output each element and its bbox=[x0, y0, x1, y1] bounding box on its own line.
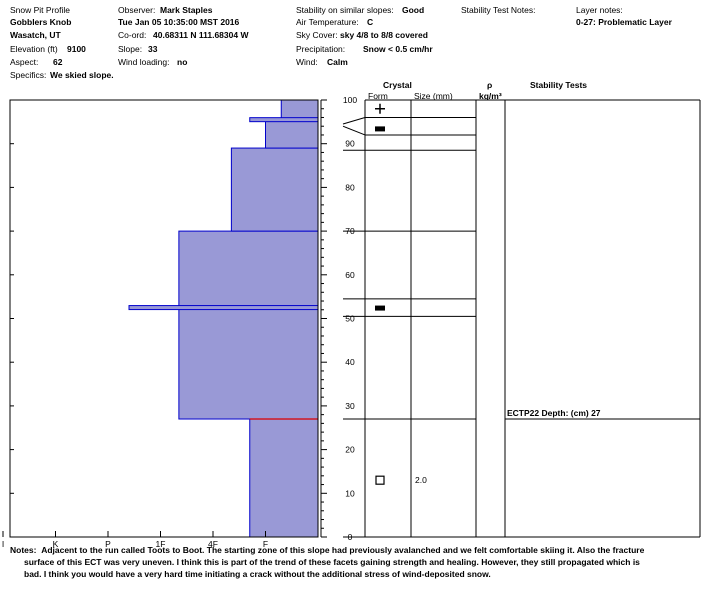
hardness-layer-2 bbox=[230, 147, 319, 232]
stability-test-notes-label: Stability Test Notes: bbox=[461, 5, 536, 15]
location-region: Wasatch, UT bbox=[10, 30, 61, 40]
crystal-symbol-square-3 bbox=[375, 475, 385, 485]
hardness-layer-1 bbox=[178, 230, 319, 420]
crystal-size-3: 2.0 bbox=[415, 475, 427, 485]
height-tick-label-50: 50 bbox=[345, 314, 355, 324]
notes-block: Notes: Adjacent to the run called Toots … bbox=[10, 544, 700, 580]
notes-label: Notes: bbox=[10, 545, 37, 555]
profile-title: Snow Pit Profile bbox=[10, 5, 70, 15]
coord-value: 40.68311 N 111.68304 W bbox=[153, 30, 249, 40]
height-tick-label-10: 10 bbox=[345, 488, 355, 498]
aspect-label: Aspect: bbox=[10, 57, 39, 67]
air-temp-label: Air Temperature: bbox=[296, 17, 359, 27]
density-rho-header: ρ bbox=[487, 80, 493, 90]
size-header: Size (mm) bbox=[414, 91, 453, 101]
crystal-symbol-bar-2 bbox=[375, 305, 385, 311]
wind-label: Wind: bbox=[296, 57, 318, 67]
hardness-bars bbox=[128, 99, 319, 538]
layer-connector-1 bbox=[342, 125, 366, 136]
notes-line-2: surface of this ECT was very uneven. I t… bbox=[24, 557, 640, 567]
layer-connector-0 bbox=[342, 117, 366, 125]
hardness-tick-label-4F: 4F bbox=[208, 539, 218, 549]
aspect-value: 62 bbox=[53, 57, 63, 67]
height-tick-label-20: 20 bbox=[345, 445, 355, 455]
precipitation-value: Snow < 0.5 cm/hr bbox=[363, 44, 433, 54]
slope-value: 33 bbox=[148, 44, 158, 54]
notes-line-1: Adjacent to the run called Toots to Boot… bbox=[41, 545, 645, 555]
sky-cover-value: sky 4/8 to 8/8 covered bbox=[340, 30, 428, 40]
crystal-symbol-bar-1 bbox=[375, 126, 385, 132]
layer-notes-value: 0-27: Problematic Layer bbox=[576, 17, 672, 27]
hardness-tick-label-K: K bbox=[53, 539, 59, 549]
elevation-label: Elevation (ft) bbox=[10, 44, 58, 54]
thin-layer-1 bbox=[249, 117, 319, 123]
hardness-tick-label-P: P bbox=[105, 539, 111, 549]
slope-label: Slope: bbox=[118, 44, 143, 54]
specifics-value: We skied slope. bbox=[50, 70, 114, 80]
wind-value: Calm bbox=[327, 57, 348, 67]
stability-value: Good bbox=[402, 5, 425, 15]
chart-frame: I K P 1F 4F F bbox=[2, 99, 319, 549]
elevation-value: 9100 bbox=[67, 44, 86, 54]
hardness-layer-4 bbox=[280, 99, 319, 121]
height-tick-label-100: 100 bbox=[343, 95, 357, 105]
hardness-layer-0 bbox=[249, 418, 319, 538]
crystal-header: Crystal bbox=[383, 80, 412, 90]
form-header: Form bbox=[368, 91, 388, 101]
sky-cover-label: Sky Cover: bbox=[296, 30, 338, 40]
hardness-tick-label-I: I bbox=[2, 539, 4, 549]
coord-label: Co-ord: bbox=[118, 30, 147, 40]
height-tick-label-80: 80 bbox=[345, 182, 355, 192]
height-tick-label-60: 60 bbox=[345, 270, 355, 280]
notes-line-3: bad. I think you would have a very hard … bbox=[24, 569, 491, 579]
height-tick-label-30: 30 bbox=[345, 401, 355, 411]
observer-value: Mark Staples bbox=[160, 5, 213, 15]
precipitation-label: Precipitation: bbox=[296, 44, 346, 54]
thin-layer-0 bbox=[128, 305, 319, 311]
crystal-table: 2.0 ECTP22 Depth: (cm) 27 bbox=[342, 99, 701, 538]
stability-tests-header: Stability Tests bbox=[530, 80, 587, 90]
stability-label: Stability on similar slopes: bbox=[296, 5, 394, 15]
density-unit-header: kg/m³ bbox=[479, 91, 502, 101]
height-tick-label-40: 40 bbox=[345, 357, 355, 367]
hardness-tick-label-F: F bbox=[263, 539, 268, 549]
air-temp-value: C bbox=[367, 17, 374, 27]
stability-test-label-0: ECTP22 Depth: (cm) 27 bbox=[507, 408, 601, 418]
layer-notes-label: Layer notes: bbox=[576, 5, 623, 15]
specifics-label: Specifics: bbox=[10, 70, 47, 80]
observer-label: Observer: bbox=[118, 5, 156, 15]
hardness-tick-label-1F: 1F bbox=[156, 539, 166, 549]
location-name: Gobblers Knob bbox=[10, 17, 72, 27]
hardness-layer-3 bbox=[265, 119, 319, 149]
wind-loading-value: no bbox=[177, 57, 188, 67]
wind-loading-label: Wind loading: bbox=[118, 57, 170, 67]
height-tick-label-90: 90 bbox=[345, 139, 355, 149]
observation-datetime: Tue Jan 05 10:35:00 MST 2016 bbox=[118, 17, 240, 27]
